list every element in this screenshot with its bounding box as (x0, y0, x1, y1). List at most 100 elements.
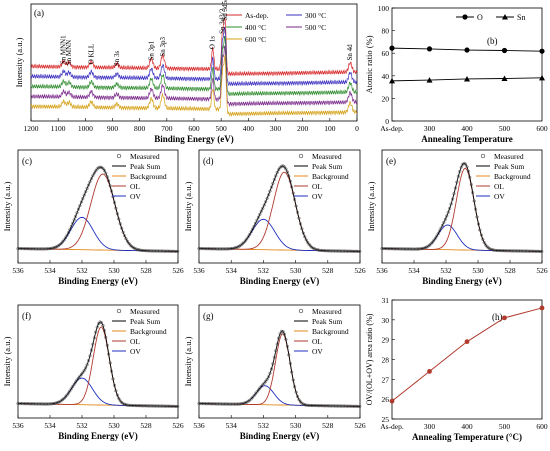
y-tick-label: 31 (382, 296, 390, 305)
measured-point (391, 247, 396, 251)
measured-point (330, 404, 334, 408)
data-point (389, 398, 395, 404)
measured-point (291, 378, 295, 382)
measured-point (455, 180, 459, 184)
panel-a-frame (30, 3, 358, 122)
measured-point (197, 401, 201, 406)
measured-point (491, 248, 495, 252)
measured-point (164, 404, 168, 408)
survey-line (30, 45, 358, 108)
measured-point (157, 404, 161, 408)
measured-point (33, 247, 37, 251)
measured-point (499, 249, 504, 253)
measured-point (49, 246, 53, 250)
measured-point (49, 402, 53, 406)
measured-point (203, 402, 207, 406)
measured-point (87, 359, 91, 363)
measured-point (211, 247, 216, 251)
ov-line (198, 218, 360, 252)
measured-point (48, 247, 52, 251)
measured-point (163, 249, 167, 253)
panel-a-label: (a) (34, 8, 44, 18)
measured-point (89, 177, 93, 181)
x-tick-label: 600 (536, 422, 548, 431)
x-tick-label: 534 (44, 266, 56, 275)
x-tick-label: 536 (12, 421, 24, 430)
measured-point (222, 402, 226, 406)
measured-point (95, 325, 99, 329)
measured-point (417, 247, 421, 251)
measured-point (262, 381, 266, 385)
measured-point (134, 404, 138, 408)
measured-point (94, 330, 98, 334)
peak-sum-line (17, 166, 178, 252)
measured-point (323, 249, 327, 253)
measured-point (217, 247, 221, 251)
legend-label: Measured (130, 307, 160, 316)
measured-point (326, 249, 330, 253)
measured-point (358, 249, 362, 253)
measured-point (198, 402, 202, 406)
measured-point (311, 404, 316, 408)
data-point (539, 48, 545, 54)
measured-point (293, 198, 297, 202)
measured-point (33, 402, 37, 406)
measured-point (156, 249, 160, 253)
measured-point (206, 402, 210, 406)
ol-line (17, 173, 178, 252)
measured-point (214, 402, 218, 406)
measured-point (200, 247, 204, 251)
measured-point (232, 246, 236, 250)
measured-point (290, 185, 294, 189)
measured-point (413, 247, 417, 251)
measured-point (88, 180, 92, 184)
measured-point (78, 374, 82, 378)
measured-point (171, 404, 176, 408)
measured-point (32, 247, 36, 251)
measured-point (74, 214, 78, 218)
measured-point (153, 249, 157, 253)
measured-point (148, 404, 153, 408)
measured-point (45, 247, 49, 251)
x-tick-label: 532 (258, 266, 270, 275)
measured-point (160, 404, 164, 408)
ov-line (17, 216, 178, 252)
measured-point (140, 248, 144, 252)
y-tick-label: 26 (382, 395, 390, 404)
measured-point (204, 247, 208, 251)
measured-point (291, 191, 295, 195)
measured-point (280, 164, 284, 168)
measured-point (497, 249, 501, 253)
measured-point (442, 220, 446, 224)
measured-point (313, 404, 317, 408)
measured-point (324, 249, 329, 253)
measured-point (213, 247, 217, 251)
measured-point (138, 248, 142, 252)
measured-point (147, 249, 151, 253)
data-point (389, 45, 395, 51)
x-axis-label: Binding Energy (eV) (58, 276, 138, 286)
ov-line (381, 224, 542, 252)
data-point (389, 77, 395, 84)
measured-point (81, 371, 85, 375)
measured-point (322, 249, 326, 253)
measured-point (229, 402, 233, 406)
panel-c: (c) 536 534 532 530 528 526 Binding Energy (eV)… (2, 149, 184, 286)
measured-point (97, 166, 101, 170)
measured-point (216, 247, 220, 251)
measured-point (458, 169, 462, 173)
legend-label: OV (494, 192, 505, 201)
measured-point (220, 402, 224, 406)
measured-point (26, 402, 30, 406)
measured-point (531, 249, 535, 253)
measured-point (389, 247, 393, 251)
measured-point (527, 249, 531, 253)
measured-point (420, 246, 424, 251)
measured-point (307, 403, 311, 407)
measured-point (419, 247, 423, 251)
legend-marker (116, 153, 122, 159)
x-axis-label: Binding Energy (eV) (58, 431, 138, 441)
measured-point (211, 402, 216, 406)
measured-point (19, 402, 23, 406)
measured-point (209, 402, 213, 406)
